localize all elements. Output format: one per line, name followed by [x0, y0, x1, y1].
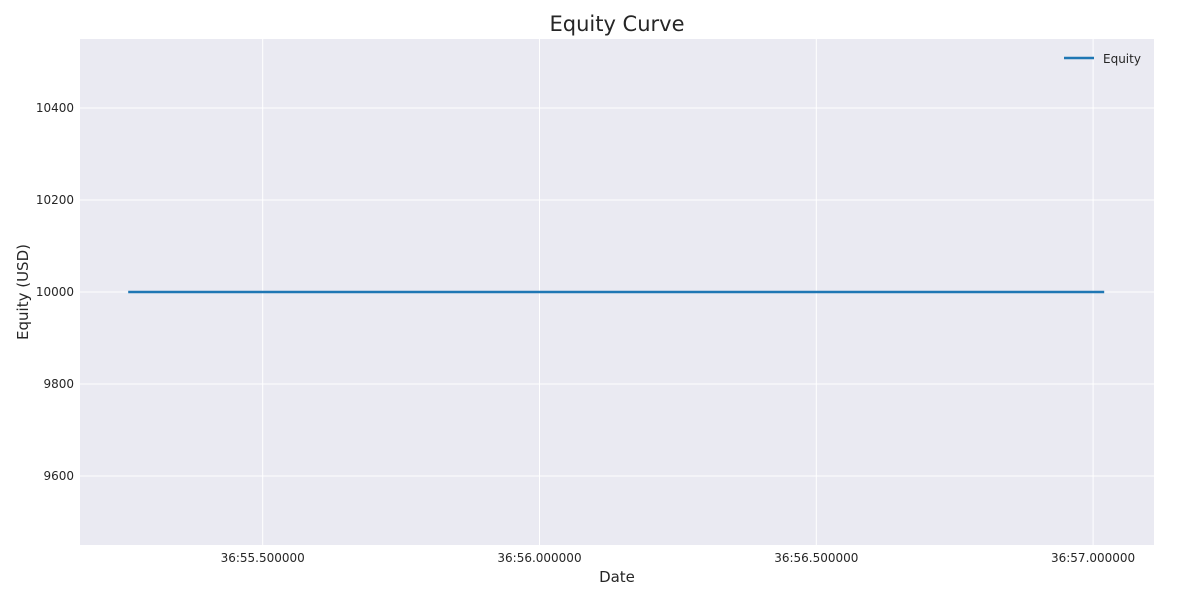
- x-axis-ticks: 36:55.500000 36:56.000000 36:56.500000 36:5…: [221, 551, 1136, 565]
- y-tick-label: 9600: [43, 469, 74, 483]
- y-axis-label: Equity (USD): [14, 244, 32, 340]
- x-tick-label: 36:57.000000: [1051, 551, 1135, 565]
- y-tick-label: 9800: [43, 377, 74, 391]
- y-tick-label: 10000: [36, 285, 74, 299]
- y-tick-label: 10200: [36, 193, 74, 207]
- y-axis-ticks: 9600 9800 10000 10200 10400: [36, 101, 74, 483]
- y-tick-label: 10400: [36, 101, 74, 115]
- x-tick-label: 36:56.500000: [774, 551, 858, 565]
- legend-label-equity: Equity: [1103, 52, 1141, 66]
- chart-title: Equity Curve: [549, 12, 684, 36]
- x-tick-label: 36:55.500000: [221, 551, 305, 565]
- x-axis-label: Date: [599, 568, 635, 586]
- legend: Equity: [1064, 52, 1141, 66]
- x-tick-label: 36:56.000000: [497, 551, 581, 565]
